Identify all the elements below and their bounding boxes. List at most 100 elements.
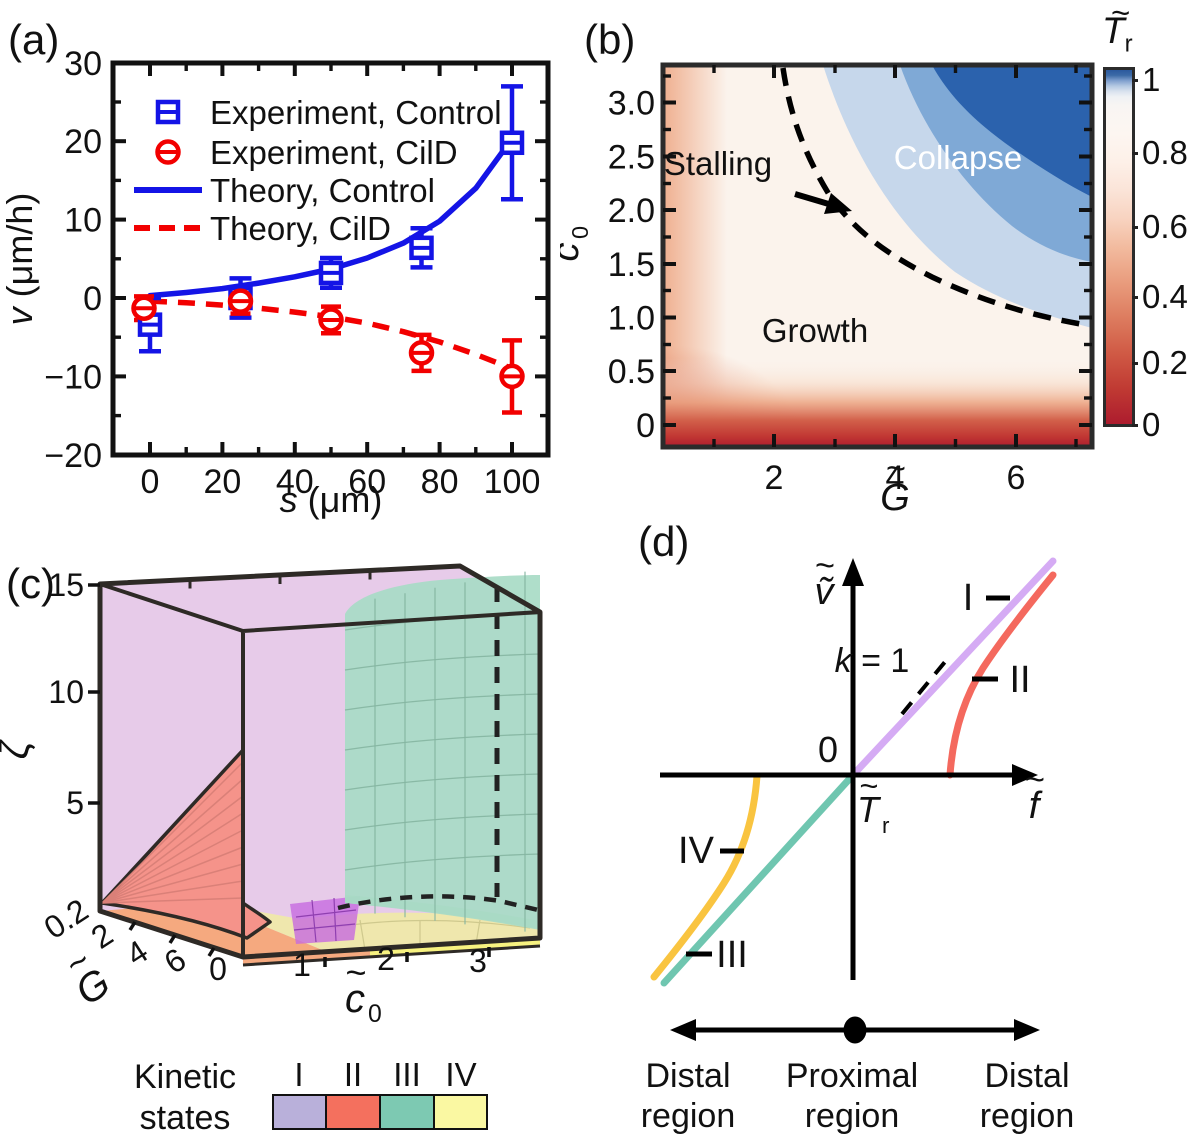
Tr-intercept-label-letter: T	[857, 789, 882, 830]
f-axis-label-letter: f	[1029, 785, 1043, 827]
surface-grid-h	[344, 693, 541, 711]
k1-dashed-line	[900, 655, 951, 716]
region-annotation-line2: region	[805, 1097, 900, 1135]
region-annotation-line1: Distal	[645, 1057, 730, 1095]
legend-label: Experiment, CilD	[210, 134, 458, 171]
wedge-hatch	[101, 829, 244, 904]
g-tick	[128, 921, 137, 931]
floor-yellow-state-IV	[205, 902, 540, 951]
v-axis-label-letter: ṽ	[815, 571, 836, 613]
c-tick-label: 1	[293, 947, 311, 983]
k1-label: k = 1	[835, 642, 910, 680]
y-axis-label-c0: c~0	[560, 226, 593, 262]
region-axis-left-arrowhead	[670, 1019, 696, 1041]
f-axis-label-tilde: ~	[1025, 761, 1045, 799]
wedge-hatch	[101, 863, 244, 904]
f-axis-label: f~	[1025, 761, 1045, 827]
tilde-accent: ~	[1111, 0, 1131, 31]
v-axis-label-tilde: ~	[815, 547, 835, 585]
x-tick-label: 4	[886, 459, 905, 497]
branch-IV-yellow-curve	[650, 772, 761, 981]
branch-label-II: II	[1009, 659, 1030, 701]
panel-c-label: (c)	[6, 560, 55, 607]
floor-orange	[100, 902, 325, 957]
Tr-intercept-label-tilde: ~	[860, 768, 879, 804]
panel-d-label: (d)	[638, 518, 690, 565]
y-tick-label: 30	[64, 45, 102, 83]
c-axis-label: c~0	[345, 952, 382, 1028]
y-tick-label: 2.0	[608, 192, 655, 230]
panel-b-label: (b)	[584, 16, 636, 63]
region-label-collapse: Collapse	[894, 139, 1022, 176]
surface-grid-h	[344, 813, 541, 831]
region-annotation-line1: Distal	[984, 1057, 1069, 1095]
y-tick-label: 0.5	[608, 353, 655, 391]
floor-purple-grid	[293, 897, 357, 943]
y-axis-label-c0-sub: 0	[567, 226, 593, 239]
y-tick-label: −10	[44, 358, 102, 396]
colorbar-tick-label: 0.4	[1142, 278, 1188, 315]
z-axis-label-zeta-letter: ζ	[0, 738, 37, 759]
kinetic-legend-title-line2: states	[139, 1099, 231, 1137]
kinetic-state-item: I	[272, 1056, 326, 1130]
stalling-boundary-dashed-curve	[780, 67, 1093, 329]
colorbar-tick	[1132, 152, 1138, 155]
colorbar-title: ~ Tr	[1102, 0, 1172, 58]
colorbar-tick	[1132, 296, 1138, 299]
colorbar-tick	[1132, 79, 1138, 82]
surface-grid-h	[344, 773, 541, 791]
kinetic-state-swatch	[272, 1094, 326, 1130]
x-tick-label: 6	[1007, 459, 1026, 497]
kinetic-state-swatch	[326, 1094, 380, 1130]
colorbar-tick	[1132, 226, 1138, 229]
floor-grid	[359, 919, 366, 951]
wedge-hatch	[101, 795, 244, 904]
panel-b-frame	[660, 62, 1095, 450]
y-axis-label: v (μm/h)	[0, 193, 40, 326]
legend-label: Theory, CilD	[210, 210, 391, 247]
x-tick-label: 20	[203, 463, 241, 501]
panel-a-frame	[110, 60, 551, 458]
z-axis-label-zeta: ζ~	[0, 736, 37, 759]
surface-green-state-III	[345, 575, 540, 930]
colorbar	[1103, 67, 1135, 427]
y-tick-label: 3.0	[608, 85, 655, 123]
branch-label-III: III	[716, 934, 748, 976]
wedge-hatch	[101, 812, 244, 904]
panel-d-schematic: k = 10T~rṽ~f~IIIIIIIVDistalregionProxima…	[641, 547, 1075, 1135]
x-axis-label-G-tilde: ~	[886, 450, 906, 488]
region-annotation-line2: region	[980, 1097, 1075, 1135]
wedge-hatch	[101, 778, 244, 904]
f-axis-arrowhead	[1012, 764, 1038, 786]
branch-label-I: I	[963, 577, 974, 619]
Tr-intercept-label-sub: r	[882, 813, 890, 838]
colorbar-tick-label: 0.8	[1142, 134, 1188, 171]
wedge-hatch	[101, 761, 244, 904]
x-tick-label: 40	[276, 463, 314, 501]
colorbar-tick	[1132, 424, 1138, 427]
origin-zero-label: 0	[818, 729, 838, 770]
y-tick-label: 0	[83, 280, 102, 318]
panel-b-heatmap: 2 4 6 3.0 2.5 2.0 1.5 1.0 0.5 0 Stalling Collapse Gr…	[560, 62, 1095, 519]
colorbar-tick-label: 0	[1142, 406, 1161, 443]
x-tick-label: 100	[484, 463, 541, 501]
y-tick-label: 10	[64, 202, 102, 240]
wedge-hatch	[101, 880, 244, 904]
c-axis-label-tilde: ~	[345, 952, 366, 993]
kinetic-state-numeral: I	[294, 1056, 304, 1093]
panel-a-label: (a)	[8, 16, 60, 63]
region-annotation-line1: Proximal	[786, 1057, 918, 1095]
y-tick-label: 2.5	[608, 139, 655, 177]
kinetic-state-numeral: IV	[445, 1056, 477, 1093]
x-axis-label-G-letter: G	[880, 477, 910, 519]
y-axis-label-c0-letter: c	[560, 243, 587, 262]
kinetic-legend-title: Kinetic states	[122, 1057, 248, 1139]
y-axis-label-text: v (μm/h)	[0, 193, 40, 326]
wedge-hatch	[101, 897, 244, 904]
y-tick-label: 0	[636, 407, 655, 445]
x-tick-label: 2	[765, 459, 784, 497]
x-tick-label: 60	[348, 463, 386, 501]
g-tick-label: 2	[85, 916, 120, 956]
